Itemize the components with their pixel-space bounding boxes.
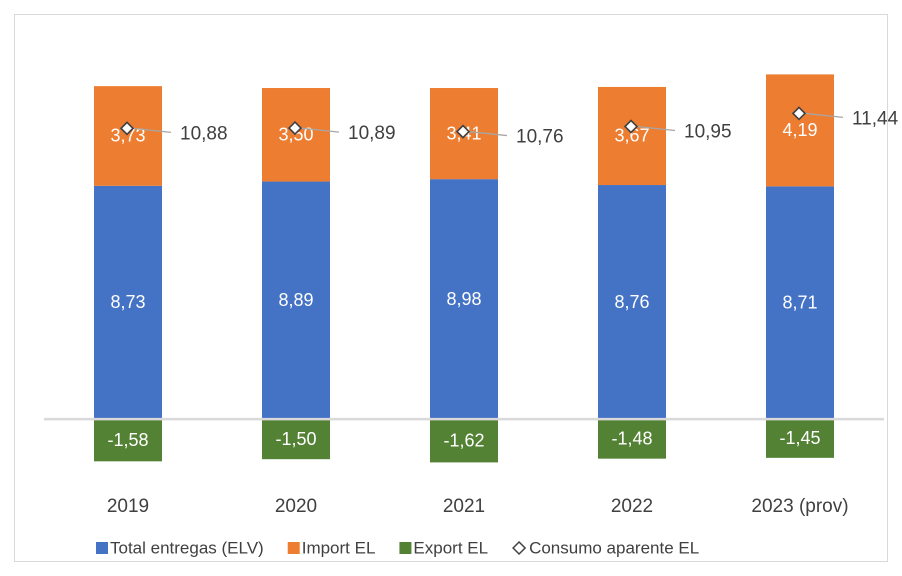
line-marker xyxy=(623,119,639,134)
x-tick-label: 2023 (prov) xyxy=(751,496,848,517)
data-label: 3,73 xyxy=(110,126,145,146)
legend-label: Export EL xyxy=(413,538,488,557)
bar-segment xyxy=(766,419,834,458)
bar-segment xyxy=(262,88,330,182)
line-marker xyxy=(455,124,471,139)
leader-line xyxy=(804,112,844,119)
data-label: 4,19 xyxy=(782,120,817,140)
data-label: 8,98 xyxy=(446,289,481,309)
legend-swatch xyxy=(287,542,300,554)
data-label: 8,73 xyxy=(110,292,145,312)
data-label: 3,67 xyxy=(614,126,649,146)
line-marker xyxy=(119,121,135,136)
data-label: 8,76 xyxy=(614,292,649,312)
bar-segment xyxy=(430,179,498,420)
bar-segment xyxy=(598,419,666,459)
leader-line xyxy=(300,127,340,133)
bar-segment xyxy=(598,185,666,420)
data-label: -1,62 xyxy=(443,431,484,451)
bar-segment xyxy=(766,74,834,187)
bar-segment xyxy=(598,86,666,186)
legend-label: Consumo aparente EL xyxy=(529,538,699,557)
line-marker xyxy=(287,120,303,136)
x-tick-label: 2020 xyxy=(275,496,317,517)
data-label: -1,45 xyxy=(779,428,820,448)
data-label: -1,48 xyxy=(611,429,652,449)
legend-swatch xyxy=(96,542,108,554)
data-label: 10,89 xyxy=(348,123,396,144)
legend-label: Total entregas (ELV) xyxy=(110,538,264,557)
data-label: 11,44 xyxy=(852,108,899,129)
leader-line xyxy=(132,127,172,134)
data-label: -1,58 xyxy=(107,430,148,450)
leader-line xyxy=(468,130,508,137)
x-tick-label: 2019 xyxy=(107,496,149,517)
data-label: 3,50 xyxy=(278,125,313,145)
x-tick-label: 2022 xyxy=(611,496,653,517)
bar-segment xyxy=(262,419,330,460)
bar-segment xyxy=(262,181,330,420)
legend-label: Import EL xyxy=(302,538,376,557)
data-label: 8,89 xyxy=(278,290,313,310)
data-label: 10,76 xyxy=(516,127,564,148)
data-label: 10,95 xyxy=(684,122,732,143)
bar-segment xyxy=(430,419,498,463)
bar-segment xyxy=(94,86,162,186)
data-label: 8,71 xyxy=(782,292,817,312)
bar-segment xyxy=(94,419,162,462)
bar-segment xyxy=(766,186,834,420)
legend-swatch xyxy=(399,542,412,554)
bar-segment xyxy=(94,185,162,420)
data-label: -1,50 xyxy=(275,429,316,449)
x-tick-label: 2021 xyxy=(443,496,485,517)
data-label: 10,88 xyxy=(180,123,228,144)
legend-marker xyxy=(512,540,527,556)
leader-line xyxy=(636,125,676,132)
line-marker xyxy=(791,106,807,121)
